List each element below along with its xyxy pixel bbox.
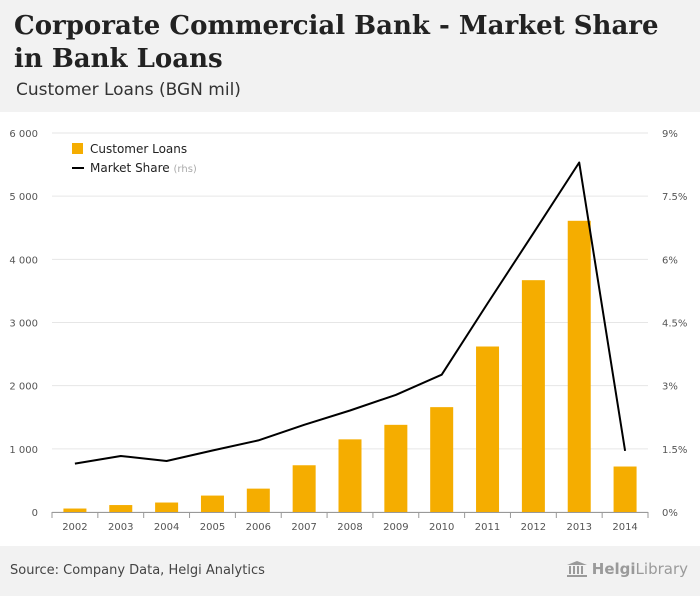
library-building-icon	[566, 561, 587, 577]
bar	[200, 495, 224, 512]
bar	[567, 220, 591, 512]
legend: Customer Loans Market Share (rhs)	[72, 142, 197, 175]
x-tick-label: 2003	[108, 522, 133, 533]
chart-svg: 0 1 000 2 000 3 000 4 000 5 000 6 000 0% 1.5% 3%…	[9, 129, 687, 533]
logo-bold-text: Helgi	[591, 560, 636, 578]
bar	[63, 508, 87, 512]
right-axis-labels: 0% 1.5% 3% 4.5% 6% 7.5% 9%	[662, 129, 687, 519]
x-tick-label: 2004	[154, 522, 179, 533]
x-tick-label: 2007	[291, 522, 316, 533]
bar	[155, 502, 179, 512]
logo-rest-text: Library	[635, 560, 688, 578]
y-right-tick-label: 0%	[662, 508, 678, 519]
line-series	[74, 161, 627, 465]
y-left-tick-label: 5 000	[9, 192, 38, 203]
y-right-tick-label: 4.5%	[662, 319, 687, 330]
helgi-library-logo[interactable]: Helgi Library	[566, 560, 688, 578]
y-right-tick-label: 9%	[662, 129, 678, 140]
x-tick-label: 2011	[475, 522, 500, 533]
y-left-tick-label: 2 000	[9, 382, 38, 393]
x-tick-label: 2012	[521, 522, 546, 533]
y-left-tick-label: 6 000	[9, 129, 38, 140]
y-left-tick-label: 0	[32, 508, 38, 519]
y-right-tick-label: 6%	[662, 255, 678, 266]
y-left-tick-label: 4 000	[9, 255, 38, 266]
bar	[613, 466, 637, 512]
plot-area: 0 1 000 2 000 3 000 4 000 5 000 6 000 0% 1.5% 3%…	[0, 112, 700, 546]
x-tick-label: 2014	[612, 522, 637, 533]
chart-subtitle: Customer Loans (BGN mil)	[16, 80, 241, 100]
legend-rhs-suffix: (rhs)	[174, 164, 197, 175]
bar	[338, 439, 362, 512]
x-tick-label: 2008	[337, 522, 362, 533]
y-right-tick-label: 3%	[662, 382, 678, 393]
y-right-tick-label: 7.5%	[662, 192, 687, 203]
y-right-tick-label: 1.5%	[662, 445, 687, 456]
market-share-line	[74, 161, 627, 465]
chart-title: Corporate Commercial Bank - Market Share…	[14, 11, 659, 74]
x-tick-label: 2010	[429, 522, 454, 533]
y-left-tick-label: 3 000	[9, 319, 38, 330]
bar	[521, 280, 545, 512]
x-tick-label: 2005	[200, 522, 225, 533]
legend-label-customer-loans: Customer Loans	[90, 142, 187, 156]
bar	[384, 424, 408, 512]
bar-series	[63, 220, 637, 512]
bar	[109, 505, 133, 512]
gridlines	[52, 132, 648, 513]
x-tick-label: 2013	[567, 522, 592, 533]
x-tick-label: 2009	[383, 522, 408, 533]
x-tick-label: 2006	[246, 522, 271, 533]
y-left-tick-label: 1 000	[9, 445, 38, 456]
legend-swatch-bars	[72, 143, 83, 154]
left-axis-labels: 0 1 000 2 000 3 000 4 000 5 000 6 000	[9, 129, 38, 519]
bar	[476, 346, 500, 512]
x-tick-label: 2002	[62, 522, 87, 533]
bar	[246, 488, 270, 512]
bar	[292, 465, 316, 512]
bar	[430, 407, 454, 512]
x-axis: 2002 2003 2004 2005 2006 2007 2008 2009 2010 2011…	[51, 512, 649, 533]
source-note: Source: Company Data, Helgi Analytics	[10, 563, 265, 578]
legend-label-market-share: Market Share (rhs)	[90, 161, 197, 175]
